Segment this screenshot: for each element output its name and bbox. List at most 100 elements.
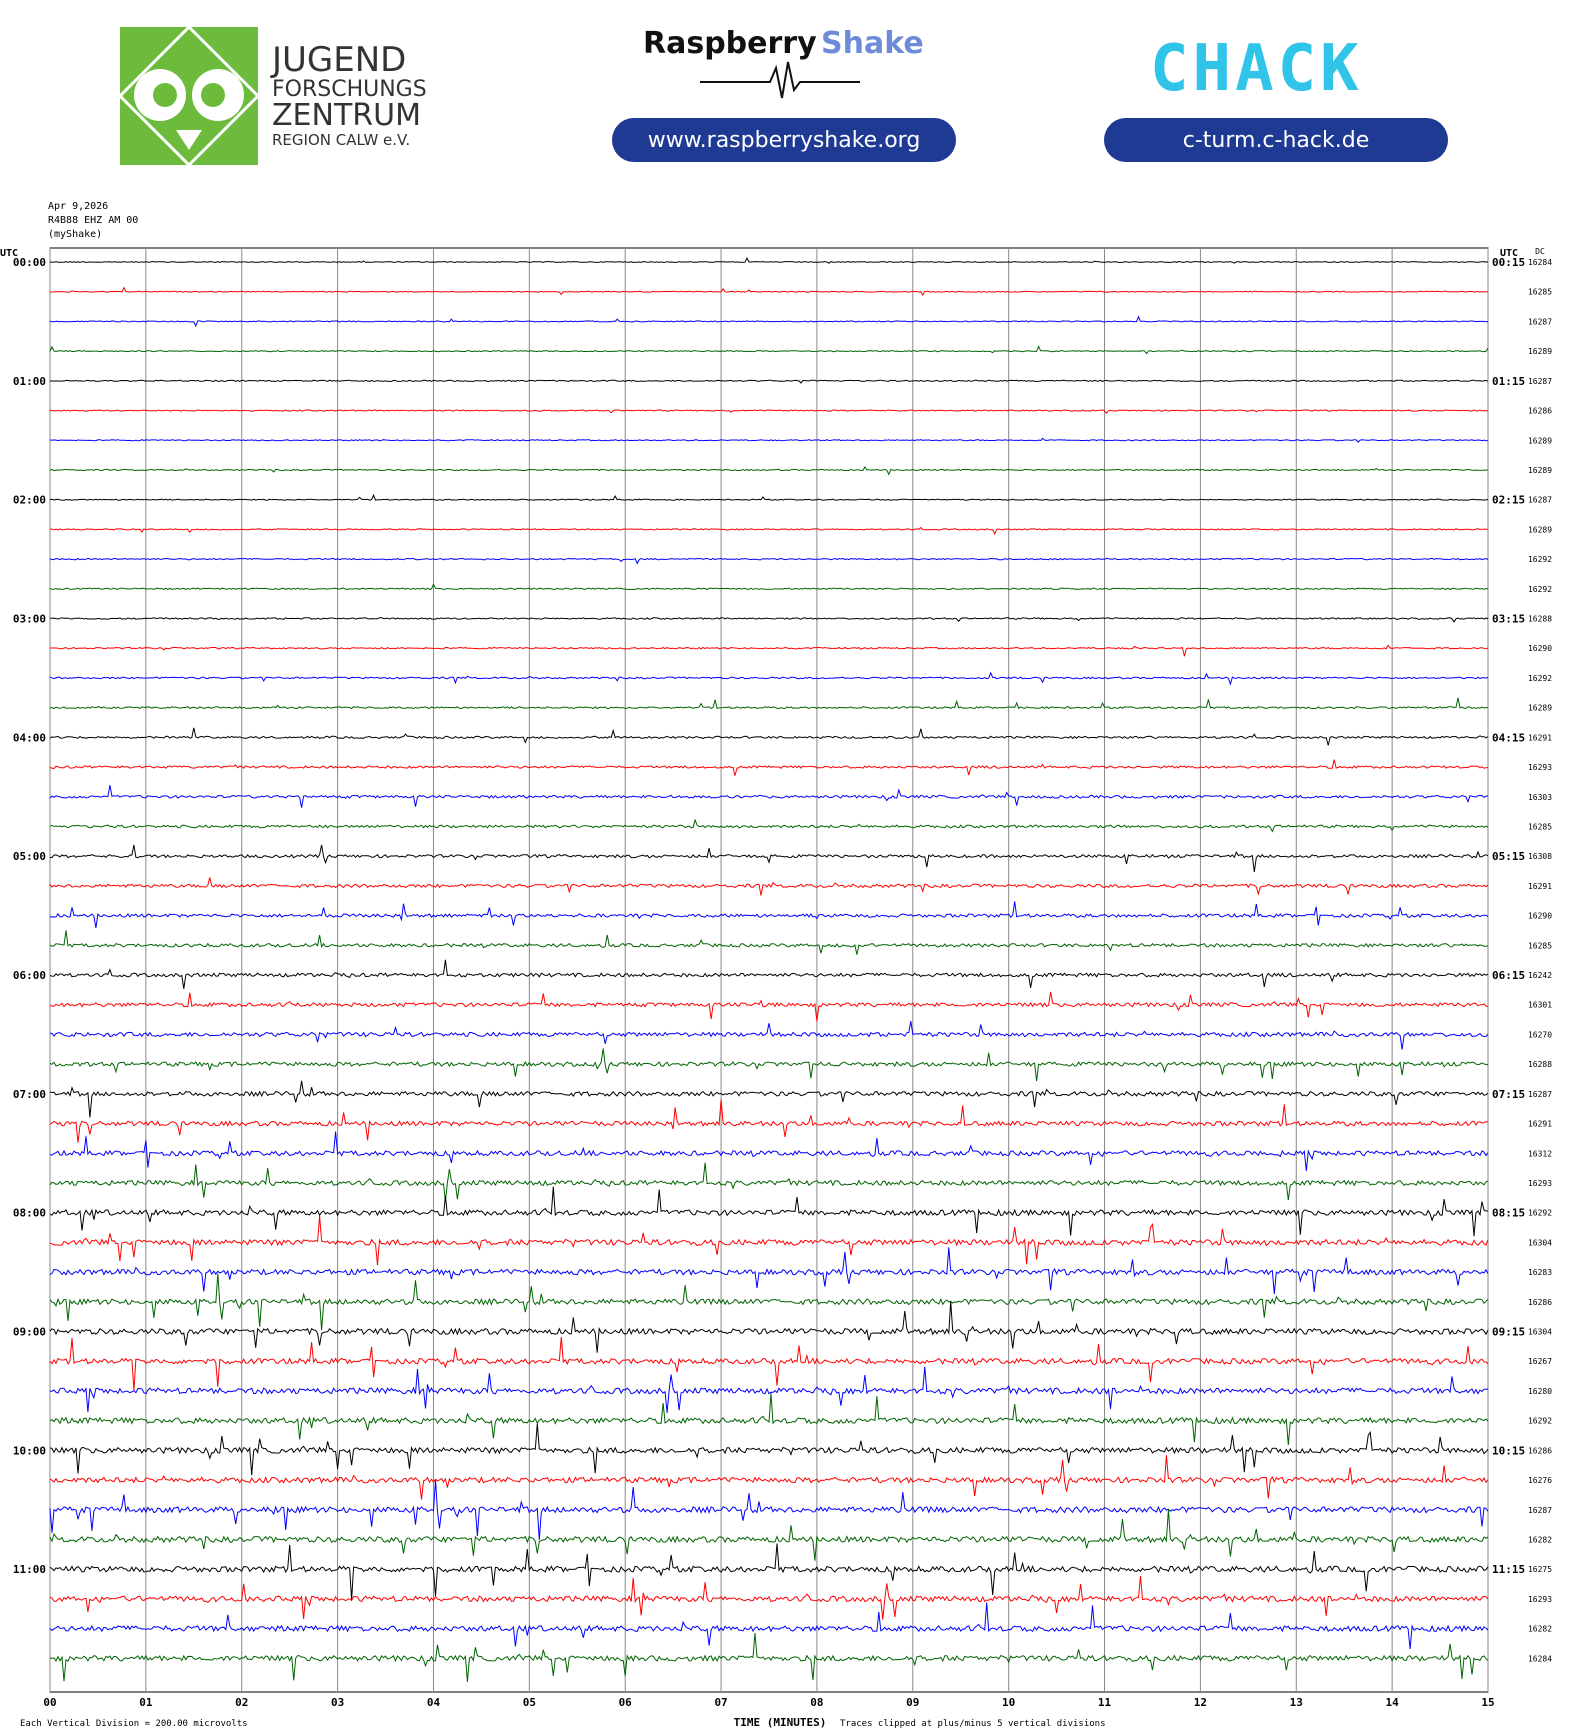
- shake-brand-word: Shake: [821, 26, 924, 61]
- x-tick-label: 07: [714, 1696, 727, 1709]
- dc-offset-label: 16304: [1528, 1238, 1552, 1247]
- seismic-traces: [49, 256, 1489, 1682]
- seismic-trace: [49, 557, 1489, 565]
- left-hour-label: 05:00: [13, 850, 46, 863]
- seismic-trace: [49, 901, 1489, 928]
- seismic-trace: [49, 1215, 1489, 1266]
- seismic-trace: [49, 785, 1489, 808]
- dc-offset-label: 16287: [1528, 1506, 1552, 1515]
- dc-offset-label: 16291: [1528, 882, 1552, 891]
- helicorder-chart: 00 01 02 03 04 05 06 07 08 09 10 11 12 13 14 151628400:…: [0, 247, 1552, 1729]
- seismic-trace: [49, 286, 1489, 297]
- seismic-trace: [49, 1423, 1489, 1476]
- x-tick-label: 03: [331, 1696, 344, 1709]
- dc-offset-label: 16242: [1528, 971, 1552, 980]
- seismic-trace: [49, 1162, 1489, 1202]
- dc-offset-label: 16276: [1528, 1476, 1552, 1485]
- seismic-trace: [49, 1393, 1489, 1445]
- seismic-trace: [49, 1575, 1489, 1620]
- dc-offset-label: 16284: [1528, 1654, 1552, 1663]
- dc-offset-label: 16286: [1528, 1298, 1552, 1307]
- jfz-line-2: FORSCHUNGS: [272, 77, 427, 102]
- x-tick-label: 10: [1002, 1696, 1015, 1709]
- x-tick-label: 15: [1481, 1696, 1494, 1709]
- dc-offset-label: 16283: [1528, 1268, 1552, 1277]
- x-tick-label: 01: [139, 1696, 153, 1709]
- seismic-trace: [49, 727, 1489, 746]
- dc-offset-label: 16270: [1528, 1030, 1552, 1039]
- seismic-trace: [49, 1247, 1489, 1294]
- left-hour-label: 06:00: [13, 969, 46, 982]
- dc-offset-label: 16287: [1528, 496, 1552, 505]
- seismic-trace: [49, 1602, 1489, 1650]
- left-axis-label: UTC: [0, 248, 18, 259]
- dc-offset-label: 16288: [1528, 615, 1552, 624]
- dc-offset-label: 16303: [1528, 793, 1552, 802]
- seismic-trace: [49, 1099, 1488, 1143]
- dc-offset-label: 16287: [1528, 1090, 1552, 1099]
- dc-offset-label: 16289: [1528, 466, 1552, 475]
- dc-offset-label: 16293: [1528, 763, 1552, 772]
- seismic-trace: [49, 437, 1489, 443]
- dc-offset-label: 16292: [1528, 555, 1552, 564]
- seismic-trace: [49, 1273, 1489, 1331]
- station-meta: Apr 9,2026 R4B88 EHZ AM 00 (myShake): [48, 200, 138, 242]
- raspberry-url-pill[interactable]: www.raspberryshake.org: [612, 118, 956, 162]
- right-hour-label: 00:15: [1492, 256, 1525, 269]
- dc-offset-label: 16293: [1528, 1179, 1552, 1188]
- seismic-trace: [49, 1480, 1489, 1540]
- seismic-trace: [49, 1131, 1489, 1172]
- seismic-trace: [49, 617, 1489, 623]
- seismo-squiggle-icon: [700, 61, 860, 99]
- right-hour-label: 06:15: [1492, 969, 1525, 982]
- seismic-trace: [49, 1186, 1489, 1237]
- seismic-trace: [49, 493, 1489, 501]
- x-axis-label: TIME (MINUTES): [734, 1716, 827, 1729]
- x-tick-label: 06: [619, 1696, 633, 1709]
- right-hour-label: 10:15: [1492, 1444, 1525, 1457]
- seismic-trace: [49, 345, 1489, 355]
- seismic-trace: [49, 959, 1489, 989]
- jfz-line-3: ZENTRUM: [272, 98, 421, 133]
- left-hour-label: 11:00: [13, 1563, 46, 1576]
- dc-offset-label: 16290: [1528, 912, 1552, 921]
- seismic-trace: [49, 1633, 1489, 1682]
- right-hour-label: 11:15: [1492, 1563, 1525, 1576]
- seismic-trace: [49, 409, 1489, 414]
- x-tick-label: 08: [810, 1696, 823, 1709]
- dc-offset-label: 16292: [1528, 1209, 1552, 1218]
- seismic-trace: [49, 1543, 1489, 1600]
- seismic-trace: [49, 844, 1489, 872]
- dc-header-label: DC: [1535, 247, 1545, 256]
- dc-offset-label: 16304: [1528, 1328, 1552, 1337]
- seismic-trace: [49, 466, 1489, 476]
- right-hour-label: 01:15: [1492, 375, 1525, 388]
- plot-frame: [49, 247, 1489, 1693]
- chart-labels: 00 01 02 03 04 05 06 07 08 09 10 11 12 13 14 151628400:…: [0, 247, 1552, 1729]
- x-tick-label: 12: [1194, 1696, 1207, 1709]
- footer-clip-note: Traces clipped at plus/minus 5 vertical …: [840, 1719, 1106, 1729]
- right-hour-label: 05:15: [1492, 850, 1525, 863]
- dc-offset-label: 16291: [1528, 1120, 1552, 1129]
- x-tick-label: 04: [427, 1696, 441, 1709]
- left-hour-label: 02:00: [13, 494, 46, 507]
- dc-offset-label: 16293: [1528, 1595, 1552, 1604]
- jfz-owl-logo: [117, 24, 261, 168]
- right-hour-label: 09:15: [1492, 1326, 1525, 1339]
- dc-offset-label: 16301: [1528, 1001, 1552, 1010]
- seismic-trace: [49, 1301, 1489, 1353]
- seismic-trace: [49, 759, 1489, 776]
- jfz-line-1: JUGEND: [270, 40, 406, 80]
- x-tick-label: 14: [1386, 1696, 1400, 1709]
- right-hour-label: 04:15: [1492, 731, 1525, 744]
- seismic-trace: [49, 1336, 1489, 1391]
- chart-grid: [49, 247, 1489, 1693]
- dc-offset-label: 16291: [1528, 733, 1552, 742]
- seismic-trace: [50, 644, 1489, 657]
- seismic-trace: [49, 697, 1489, 710]
- seismic-trace: [49, 818, 1489, 833]
- header-logos: JUGEND FORSCHUNGS ZENTRUM REGION CALW e.…: [0, 0, 1570, 190]
- chack-url-pill[interactable]: c-turm.c-hack.de: [1104, 118, 1448, 162]
- seismic-trace: [49, 877, 1489, 896]
- dc-offset-label: 16275: [1528, 1565, 1552, 1574]
